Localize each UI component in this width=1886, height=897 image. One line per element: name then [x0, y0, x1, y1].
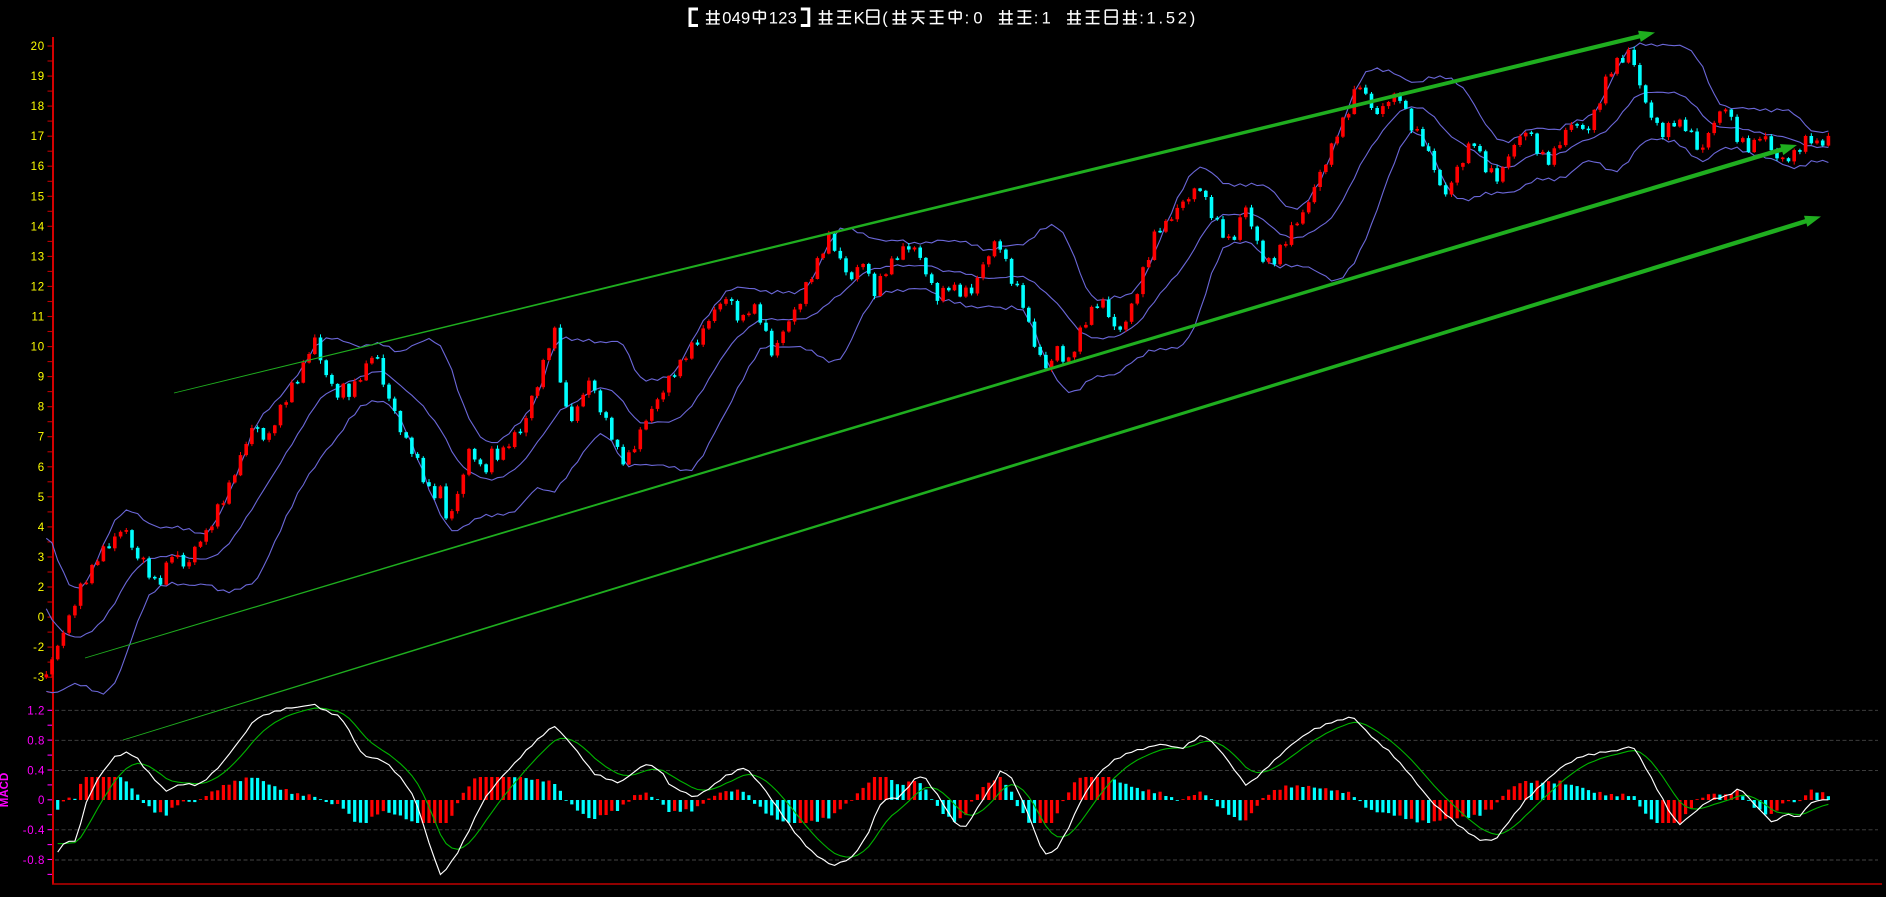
svg-text:049: 049 — [722, 9, 750, 27]
svg-text:123: 123 — [769, 9, 797, 27]
svg-text:14: 14 — [31, 221, 45, 233]
svg-text:10: 10 — [31, 342, 45, 354]
svg-text:(: ( — [882, 9, 888, 27]
svg-text:9: 9 — [38, 372, 45, 384]
svg-text:12: 12 — [31, 282, 45, 294]
svg-text:MACD: MACD — [0, 773, 11, 808]
svg-text:0: 0 — [38, 612, 45, 624]
svg-text:16: 16 — [31, 161, 45, 173]
svg-text:-0.4: -0.4 — [23, 825, 45, 837]
svg-text::0: :0 — [965, 9, 983, 27]
svg-text:17: 17 — [31, 131, 45, 143]
svg-text:3: 3 — [38, 552, 45, 564]
svg-text:-3: -3 — [33, 672, 45, 684]
svg-text:18: 18 — [31, 101, 45, 113]
svg-text:0.4: 0.4 — [27, 765, 45, 777]
svg-text:15: 15 — [31, 191, 45, 203]
svg-text:4: 4 — [38, 522, 45, 534]
svg-text:7: 7 — [38, 432, 45, 444]
svg-text:1.2: 1.2 — [27, 705, 45, 717]
svg-text::1: :1 — [1034, 9, 1051, 27]
svg-text:20: 20 — [31, 41, 45, 53]
svg-text:8: 8 — [38, 402, 45, 414]
svg-text:K: K — [854, 9, 865, 27]
svg-text:6: 6 — [38, 462, 45, 474]
svg-text:2: 2 — [38, 582, 45, 594]
svg-text:11: 11 — [31, 312, 45, 324]
svg-text:13: 13 — [31, 251, 45, 263]
svg-text:5: 5 — [38, 492, 45, 504]
svg-text:0: 0 — [38, 795, 45, 807]
svg-text:19: 19 — [31, 71, 45, 83]
svg-text:-0.8: -0.8 — [23, 855, 45, 867]
svg-text:0.8: 0.8 — [27, 735, 45, 747]
svg-text::1.52): :1.52) — [1139, 9, 1195, 27]
svg-text:-2: -2 — [33, 642, 45, 654]
